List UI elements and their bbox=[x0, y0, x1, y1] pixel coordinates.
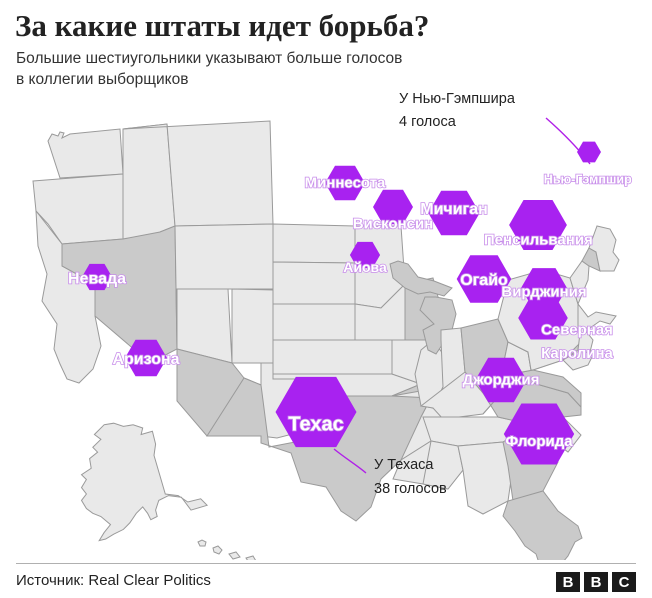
svg-text:Невада: Невада bbox=[68, 270, 126, 287]
svg-text:Северная: Северная bbox=[541, 321, 613, 338]
svg-text:Мичиган: Мичиган bbox=[420, 201, 488, 218]
svg-text:Флорида: Флорида bbox=[505, 433, 573, 450]
svg-text:Аризона: Аризона bbox=[112, 351, 179, 368]
svg-text:Нью-Гэмпшир: Нью-Гэмпшир bbox=[544, 172, 632, 186]
svg-text:У Техаса: У Техаса bbox=[374, 457, 434, 473]
svg-text:Техас: Техас bbox=[288, 414, 343, 436]
svg-text:38 голосов: 38 голосов bbox=[374, 481, 447, 497]
svg-text:B: B bbox=[591, 574, 602, 591]
svg-text:Айова: Айова bbox=[343, 259, 387, 275]
svg-text:Каролина: Каролина bbox=[541, 345, 613, 362]
svg-text:Пенсильвания: Пенсильвания bbox=[484, 232, 593, 249]
svg-text:4 голоса: 4 голоса bbox=[399, 114, 457, 130]
svg-text:Миннесота: Миннесота bbox=[305, 175, 386, 192]
svg-text:B: B bbox=[563, 574, 574, 591]
svg-text:Джорджия: Джорджия bbox=[462, 372, 539, 389]
svg-text:C: C bbox=[619, 574, 630, 591]
svg-text:Вирджиния: Вирджиния bbox=[501, 284, 586, 301]
svg-text:Висконсин: Висконсин bbox=[353, 215, 434, 232]
svg-text:У Нью-Гэмпшира: У Нью-Гэмпшира bbox=[399, 91, 516, 107]
